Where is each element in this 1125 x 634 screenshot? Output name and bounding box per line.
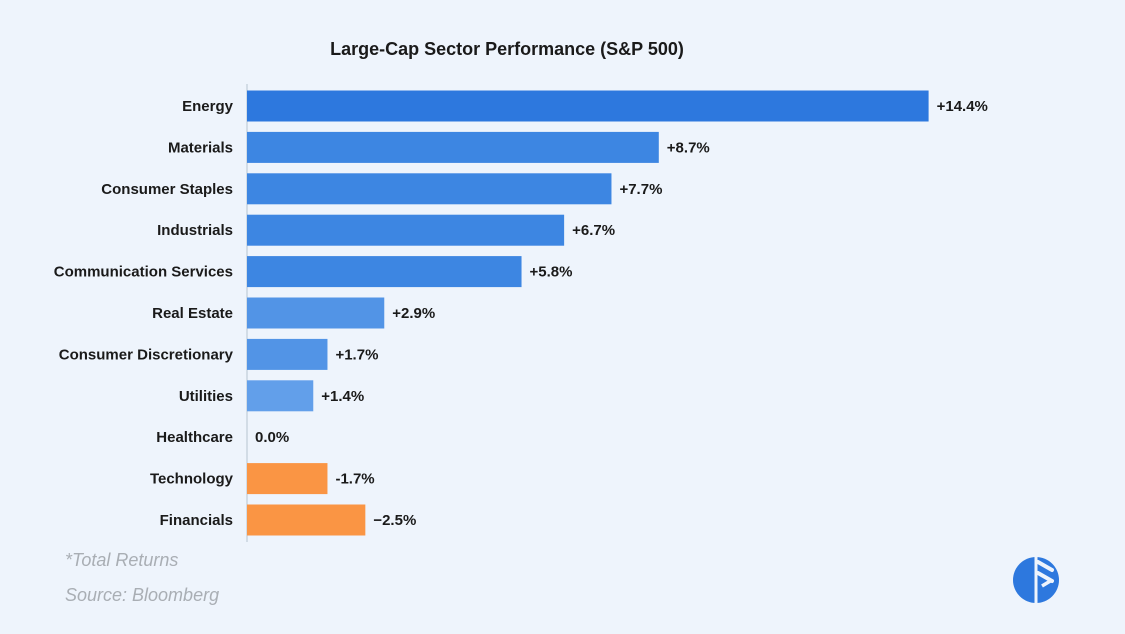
- category-label-consumer-discretionary: Consumer Discretionary: [59, 346, 234, 363]
- bar-materials: [247, 131, 659, 163]
- footnote-total-returns: *Total Returns: [65, 550, 179, 570]
- bar-energy: [247, 90, 929, 122]
- value-label-materials: +8.7%: [667, 139, 710, 156]
- bar-consumer-staples: [247, 173, 612, 205]
- value-label-real-estate: +2.9%: [392, 305, 435, 322]
- bar-consumer-discretionary: [247, 338, 328, 370]
- value-label-technology: -1.7%: [335, 471, 374, 488]
- value-label-communication-services: +5.8%: [530, 264, 573, 281]
- category-label-consumer-staples: Consumer Staples: [101, 181, 233, 198]
- value-label-healthcare: 0.0%: [255, 429, 289, 446]
- category-label-utilities: Utilities: [179, 388, 233, 405]
- chart-title: Large-Cap Sector Performance (S&P 500): [330, 39, 684, 59]
- value-label-consumer-discretionary: +1.7%: [335, 346, 378, 363]
- category-label-real-estate: Real Estate: [152, 305, 233, 322]
- category-label-communication-services: Communication Services: [54, 264, 233, 281]
- category-label-materials: Materials: [168, 139, 233, 156]
- bar-real-estate: [247, 297, 385, 329]
- brand-logo-icon: [1013, 557, 1059, 603]
- value-label-consumer-staples: +7.7%: [619, 181, 662, 198]
- value-label-utilities: +1.4%: [321, 388, 364, 405]
- category-label-energy: Energy: [182, 98, 234, 115]
- bar-utilities: [247, 380, 314, 412]
- value-label-industrials: +6.7%: [572, 222, 615, 239]
- bars-group: Energy +14.4% Materials +8.7% Consumer Stapl…: [54, 90, 988, 536]
- category-label-healthcare: Healthcare: [156, 429, 233, 446]
- category-label-industrials: Industrials: [157, 222, 233, 239]
- bar-technology: [247, 463, 328, 495]
- bar-financials: [247, 504, 366, 536]
- category-label-technology: Technology: [150, 471, 234, 488]
- category-label-financials: Financials: [160, 512, 233, 529]
- bar-communication-services: [247, 256, 522, 288]
- bar-industrials: [247, 214, 565, 246]
- value-label-financials: −2.5%: [373, 512, 416, 529]
- footnote-source: Source: Bloomberg: [65, 585, 220, 605]
- value-label-energy: +14.4%: [937, 98, 988, 115]
